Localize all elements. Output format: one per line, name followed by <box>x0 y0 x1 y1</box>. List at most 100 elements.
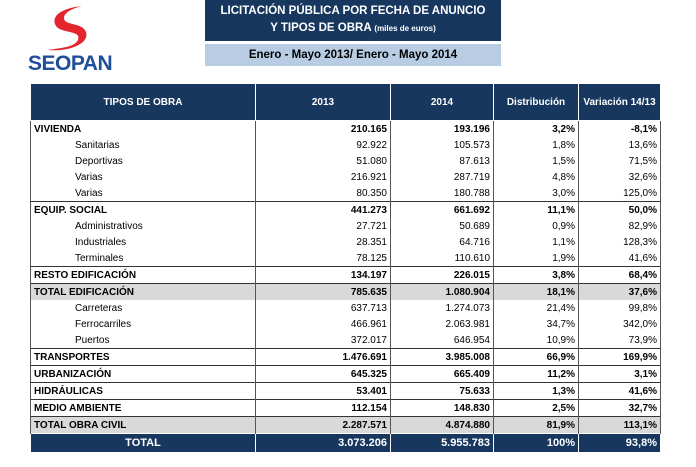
cell-label: Varias <box>30 169 256 185</box>
cell-value: 78.125 <box>255 250 391 267</box>
table-row: Puertos 372.017 646.954 10,9% 73,9% <box>30 332 661 349</box>
cell-label: Ferrocarriles <box>30 316 256 332</box>
cell-label: TOTAL EDIFICACIÓN <box>30 283 256 300</box>
table-row: HIDRÁULICAS 53.401 75.633 1,3% 41,6% <box>30 382 661 400</box>
cell-value: 646.954 <box>390 332 494 349</box>
title-band: LICITACIÓN PÚBLICA POR FECHA DE ANUNCIO … <box>205 0 501 41</box>
unit: (miles de euros) <box>374 24 436 33</box>
table-row: MEDIO AMBIENTE 112.154 148.830 2,5% 32,7% <box>30 399 661 417</box>
cell-value: 81,9% <box>493 416 579 434</box>
header-row: TIPOS DE OBRA 2013 2014 Distribución Variaci… <box>30 83 661 121</box>
cell-label: Administrativos <box>30 218 256 234</box>
cell-value: 11,1% <box>493 201 579 218</box>
cell-value: 128,3% <box>578 234 661 250</box>
table-row: Administrativos 27.721 50.689 0,9% 82,9% <box>30 218 661 234</box>
cell-value: 87.613 <box>390 153 494 169</box>
column-header: TIPOS DE OBRA <box>30 83 256 121</box>
cell-value: 73,9% <box>578 332 661 349</box>
cell-value: 665.409 <box>390 365 494 383</box>
cell-value: 32,7% <box>578 399 661 417</box>
table-row: Carreteras 637.713 1.274.073 21,4% 99,8% <box>30 300 661 316</box>
cell-value: 41,6% <box>578 250 661 267</box>
cell-value: -8,1% <box>578 120 661 137</box>
cell-value: 3,1% <box>578 365 661 383</box>
cell-value: 661.692 <box>390 201 494 218</box>
title: LICITACIÓN PÚBLICA POR FECHA DE ANUNCIO <box>220 5 486 17</box>
cell-value: 1,3% <box>493 382 579 400</box>
cell-label: Deportivas <box>30 153 256 169</box>
cell-value: 64.716 <box>390 234 494 250</box>
table-row: Industriales 28.351 64.716 1,1% 128,3% <box>30 234 661 250</box>
table-row: RESTO EDIFICACIÓN 134.197 226.015 3,8% 68,4% <box>30 266 661 284</box>
cell-label: VIVIENDA <box>30 120 256 137</box>
cell-value: 148.830 <box>390 399 494 417</box>
cell-value: 287.719 <box>390 169 494 185</box>
cell-value: 110.610 <box>390 250 494 267</box>
cell-value: 216.921 <box>255 169 391 185</box>
cell-value: 71,5% <box>578 153 661 169</box>
cell-label: HIDRÁULICAS <box>30 382 256 400</box>
cell-value: 4.874.880 <box>390 416 494 434</box>
column-header: Distribución <box>493 83 579 121</box>
cell-value: 1,1% <box>493 234 579 250</box>
cell-value: 4,8% <box>493 169 579 185</box>
cell-label: Varias <box>30 185 256 202</box>
cell-value: 99,8% <box>578 300 661 316</box>
table-row: Varias 216.921 287.719 4,8% 32,6% <box>30 169 661 185</box>
cell-value: 93,8% <box>578 433 661 453</box>
cell-value: 3,8% <box>493 266 579 284</box>
cell-value: 66,9% <box>493 348 579 366</box>
cell-label: Industriales <box>30 234 256 250</box>
cell-value: 5.955.783 <box>390 433 494 453</box>
cell-value: 1,5% <box>493 153 579 169</box>
table-row: EQUIP. SOCIAL 441.273 661.692 11,1% 50,0% <box>30 201 661 218</box>
cell-value: 18,1% <box>493 283 579 300</box>
cell-value: 2.063.981 <box>390 316 494 332</box>
cell-value: 37,6% <box>578 283 661 300</box>
cell-value: 134.197 <box>255 266 391 284</box>
logo-text: SEOPAN <box>28 52 113 75</box>
cell-value: 226.015 <box>390 266 494 284</box>
table-row: Varias 80.350 180.788 3,0% 125,0% <box>30 185 661 202</box>
table-row: Terminales 78.125 110.610 1,9% 41,6% <box>30 250 661 267</box>
cell-value: 112.154 <box>255 399 391 417</box>
cell-value: 92.922 <box>255 137 391 153</box>
cell-label: Terminales <box>30 250 256 267</box>
cell-value: 1.476.691 <box>255 348 391 366</box>
cell-value: 50,0% <box>578 201 661 218</box>
cell-value: 210.165 <box>255 120 391 137</box>
cell-value: 80.350 <box>255 185 391 202</box>
table-row: TOTAL 3.073.206 5.955.783 100% 93,8% <box>30 433 661 453</box>
cell-value: 125,0% <box>578 185 661 202</box>
cell-value: 169,9% <box>578 348 661 366</box>
cell-value: 68,4% <box>578 266 661 284</box>
cell-value: 21,4% <box>493 300 579 316</box>
cell-label: RESTO EDIFICACIÓN <box>30 266 256 284</box>
table-row: URBANIZACIÓN 645.325 665.409 11,2% 3,1% <box>30 365 661 383</box>
cell-value: 32,6% <box>578 169 661 185</box>
table-row: TOTAL EDIFICACIÓN 785.635 1.080.904 18,1% 37… <box>30 283 661 300</box>
cell-value: 113,1% <box>578 416 661 434</box>
cell-label: TOTAL <box>30 433 256 453</box>
subtitle-line: Y TIPOS DE OBRA (miles de euros) <box>205 20 501 37</box>
cell-value: 0,9% <box>493 218 579 234</box>
cell-value: 180.788 <box>390 185 494 202</box>
cell-value: 645.325 <box>255 365 391 383</box>
cell-label: TOTAL OBRA CIVIL <box>30 416 256 434</box>
table-row: VIVIENDA 210.165 193.196 3,2% -8,1% <box>30 120 661 137</box>
cell-label: EQUIP. SOCIAL <box>30 201 256 218</box>
cell-value: 2.287.571 <box>255 416 391 434</box>
cell-value: 1,8% <box>493 137 579 153</box>
cell-label: Carreteras <box>30 300 256 316</box>
cell-value: 41,6% <box>578 382 661 400</box>
cell-value: 13,6% <box>578 137 661 153</box>
cell-value: 27.721 <box>255 218 391 234</box>
table-row: TRANSPORTES 1.476.691 3.985.008 66,9% 169,9% <box>30 348 661 366</box>
cell-value: 75.633 <box>390 382 494 400</box>
subtitle: Y TIPOS DE OBRA <box>270 22 372 34</box>
cell-value: 372.017 <box>255 332 391 349</box>
cell-value: 11,2% <box>493 365 579 383</box>
table-row: Sanitarias 92.922 105.573 1,8% 13,6% <box>30 137 661 153</box>
cell-value: 3,0% <box>493 185 579 202</box>
cell-value: 51.080 <box>255 153 391 169</box>
